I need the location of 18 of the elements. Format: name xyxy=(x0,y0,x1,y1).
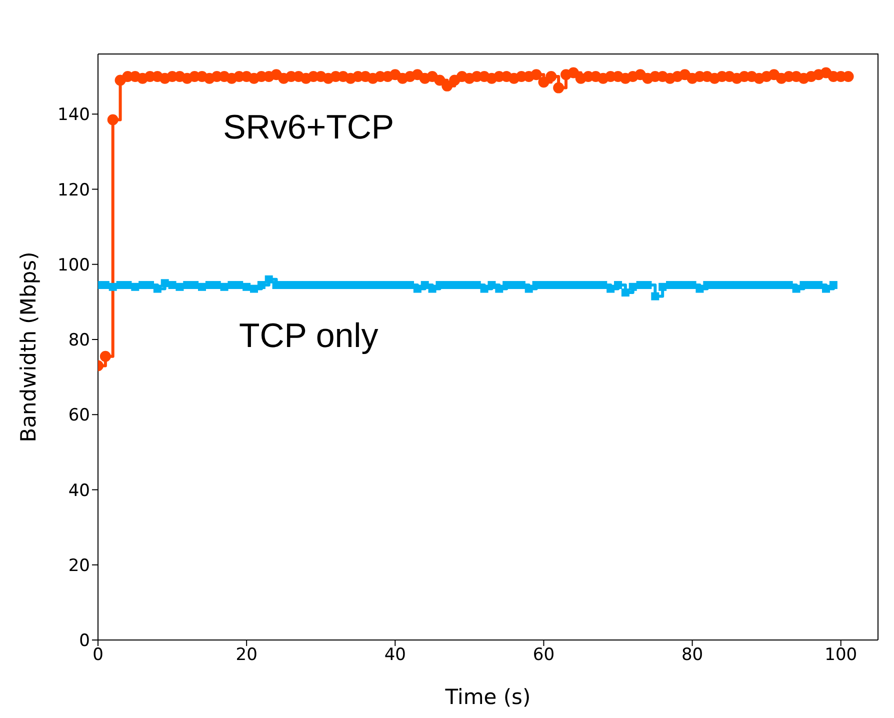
y-tick-label: 120 xyxy=(58,180,90,200)
series-label: SRv6+TCP xyxy=(223,108,394,147)
y-axis-title: Bandwidth (Mbps) xyxy=(16,252,40,442)
x-tick-label: 40 xyxy=(384,645,406,666)
series-label: TCP only xyxy=(238,317,378,356)
y-tick-label: 80 xyxy=(68,330,90,351)
x-tick-label: 20 xyxy=(236,645,258,666)
y-tick-label: 140 xyxy=(58,105,90,126)
y-tick-label: 0 xyxy=(79,631,90,652)
x-axis-title: Time (s) xyxy=(444,685,531,709)
y-tick-label: 100 xyxy=(58,255,90,276)
x-tick-label: 0 xyxy=(92,645,104,666)
x-tick-label: 60 xyxy=(532,645,555,666)
y-tick-label: 40 xyxy=(68,480,90,501)
y-tick-label: 20 xyxy=(68,556,90,576)
x-tick-label: 80 xyxy=(681,645,704,666)
y-tick-label: 60 xyxy=(68,406,90,426)
x-tick-label: 100 xyxy=(824,645,858,666)
